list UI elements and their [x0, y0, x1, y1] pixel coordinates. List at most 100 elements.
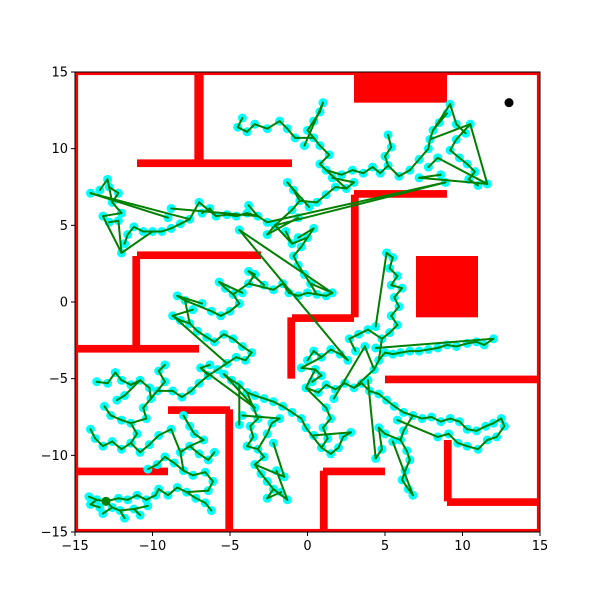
- obstacle-wall: [416, 256, 478, 318]
- tree-edge: [132, 508, 142, 517]
- tree-edge: [449, 138, 458, 152]
- tree-edge: [401, 478, 410, 491]
- tree-edge: [325, 406, 332, 420]
- tree-edge: [157, 488, 169, 497]
- tree-edge: [184, 299, 191, 325]
- tree-edge: [188, 425, 196, 435]
- tree-edge: [101, 506, 114, 515]
- tree-edge: [156, 455, 166, 466]
- tree-edge: [374, 337, 495, 349]
- tree-edge: [154, 488, 160, 497]
- tree-edge: [235, 356, 247, 362]
- tree-edge: [180, 389, 193, 399]
- y-tick-label: 0: [60, 296, 68, 311]
- tree-edge: [246, 435, 255, 448]
- tree-edge: [198, 452, 210, 461]
- tree-edge: [101, 440, 114, 448]
- tree-edge: [132, 504, 149, 510]
- tree-edge: [348, 333, 360, 340]
- tree-edge: [466, 163, 476, 173]
- tree-edge: [118, 509, 126, 520]
- tree-edge: [238, 228, 334, 294]
- tree-edge: [176, 486, 188, 494]
- tree-edge: [306, 129, 315, 139]
- tree-edge: [129, 417, 148, 425]
- tree-edge: [447, 432, 459, 445]
- tree-edge: [368, 389, 380, 395]
- tree-edge: [337, 435, 345, 449]
- tree-edge: [171, 308, 194, 317]
- obstacle-wall: [354, 72, 447, 103]
- tree-edge: [320, 348, 332, 359]
- tree-edge: [272, 442, 286, 478]
- tree-edge: [170, 207, 259, 218]
- tree-edge: [458, 156, 469, 165]
- tree-edge: [390, 284, 404, 290]
- tree-edge: [455, 123, 472, 141]
- tree-edge: [455, 342, 469, 348]
- tree-edge: [198, 374, 210, 385]
- tree-edge: [194, 497, 207, 504]
- x-tick-label: 5: [381, 539, 389, 554]
- tree-edge: [384, 432, 402, 441]
- tree-edge: [142, 397, 152, 409]
- tree-edge: [225, 213, 238, 218]
- tree-edge: [373, 359, 380, 371]
- tree-edge: [101, 215, 123, 254]
- tree-edge: [325, 186, 337, 196]
- tree-edge: [318, 163, 328, 172]
- tree-edge: [449, 417, 461, 423]
- tree-edge: [123, 233, 129, 245]
- tree-edge: [190, 382, 200, 392]
- tree-edge: [292, 245, 303, 257]
- tree-edge: [266, 120, 281, 130]
- x-axis: −15 −10 −5 0 5 10 15: [61, 532, 548, 554]
- tree-edge: [427, 347, 439, 351]
- tree-edge: [427, 156, 439, 169]
- tree-edge: [146, 463, 159, 471]
- tree-edge: [286, 181, 311, 208]
- tree-edge: [325, 169, 343, 176]
- tree-edge: [436, 343, 448, 349]
- tree-edge: [379, 164, 390, 175]
- tree-edge: [207, 480, 214, 492]
- tree-edge: [396, 419, 439, 438]
- tree-edge: [329, 348, 342, 356]
- tree-edge: [179, 451, 185, 472]
- tree-edge: [163, 455, 176, 464]
- tree-edge: [246, 123, 256, 133]
- tree-edge: [390, 314, 399, 326]
- tree-edge: [184, 299, 213, 313]
- tree-edge: [179, 445, 191, 454]
- tree-edge: [142, 406, 148, 420]
- tree-edge: [304, 426, 323, 449]
- obstacle-wall: [132, 256, 141, 348]
- obstacle-wall: [536, 72, 540, 532]
- tree-edge: [120, 379, 132, 386]
- tree-edge: [306, 350, 315, 362]
- y-tick-label: −15: [41, 526, 68, 541]
- tree-edge: [371, 166, 382, 175]
- tree-edge: [436, 156, 489, 185]
- tree-edge: [249, 417, 259, 428]
- tree-edge: [98, 178, 109, 192]
- tree-edge: [312, 350, 323, 359]
- tree-edge: [345, 181, 355, 190]
- tree-edge: [377, 426, 383, 451]
- obstacle-wall: [292, 314, 354, 322]
- tree-edge: [204, 501, 213, 512]
- tree-edge: [393, 296, 400, 308]
- tree-edge: [123, 379, 142, 397]
- tree-edge: [176, 294, 204, 305]
- tree-edge: [253, 463, 262, 475]
- tree-edge: [318, 144, 331, 156]
- tree-edge: [117, 497, 129, 501]
- tree-edge: [340, 169, 354, 176]
- tree-edge: [388, 324, 399, 334]
- y-axis: −15 −10 −5 0 5 10 15: [41, 66, 75, 541]
- tree-edge: [193, 432, 205, 441]
- tree-edge: [157, 370, 166, 383]
- tree-edge: [390, 305, 400, 317]
- tree-edge: [449, 149, 461, 159]
